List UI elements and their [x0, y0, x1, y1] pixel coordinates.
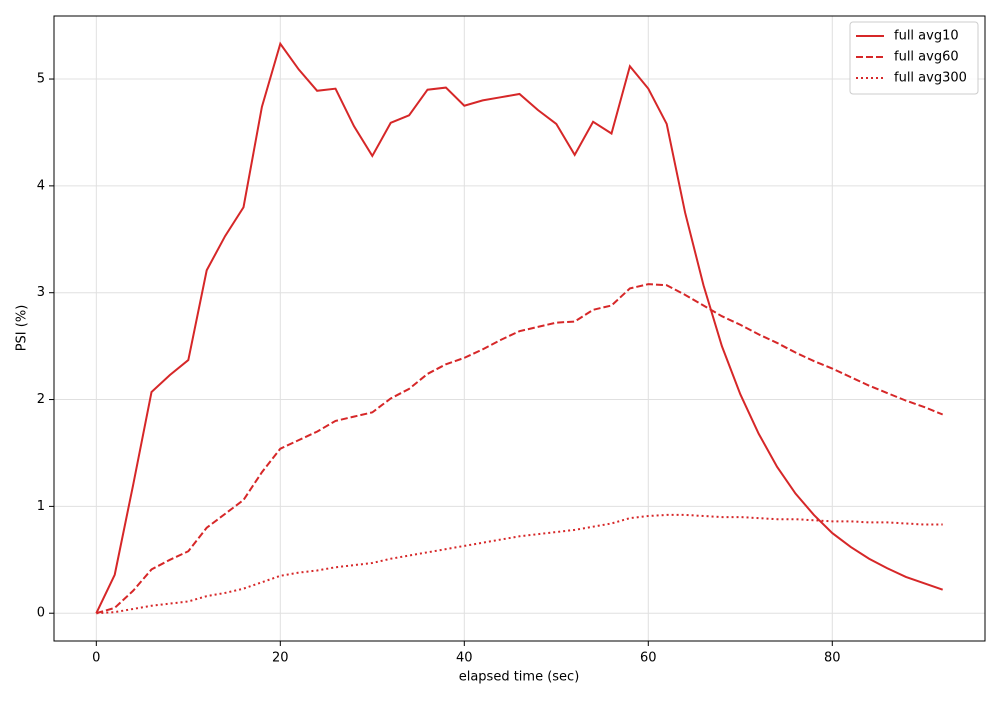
x-tick-label: 80 — [824, 651, 841, 666]
x-tick-label: 0 — [92, 651, 100, 666]
plot-frame — [53, 15, 986, 642]
data-line — [95, 41, 944, 614]
legend-label: full avg10 — [894, 29, 959, 44]
x-tick-label: 20 — [272, 651, 289, 666]
y-tick-label: 3 — [37, 285, 45, 300]
x-tick-label: 40 — [456, 651, 473, 666]
legend-label: full avg60 — [894, 50, 959, 65]
y-tick-label: 4 — [37, 178, 45, 193]
y-axis-label: PSI (%) — [15, 305, 30, 352]
y-tick-label: 0 — [37, 606, 45, 621]
y-tick-label: 5 — [37, 72, 45, 87]
y-tick-label: 2 — [37, 392, 45, 407]
x-tick-label: 60 — [640, 651, 657, 666]
data-line — [96, 283, 944, 615]
x-axis-label: elapsed time (sec) — [459, 670, 580, 685]
legend-box — [849, 21, 979, 95]
data-line — [96, 513, 943, 615]
y-tick-label: 1 — [37, 499, 45, 514]
legend-label: full avg300 — [894, 71, 967, 86]
